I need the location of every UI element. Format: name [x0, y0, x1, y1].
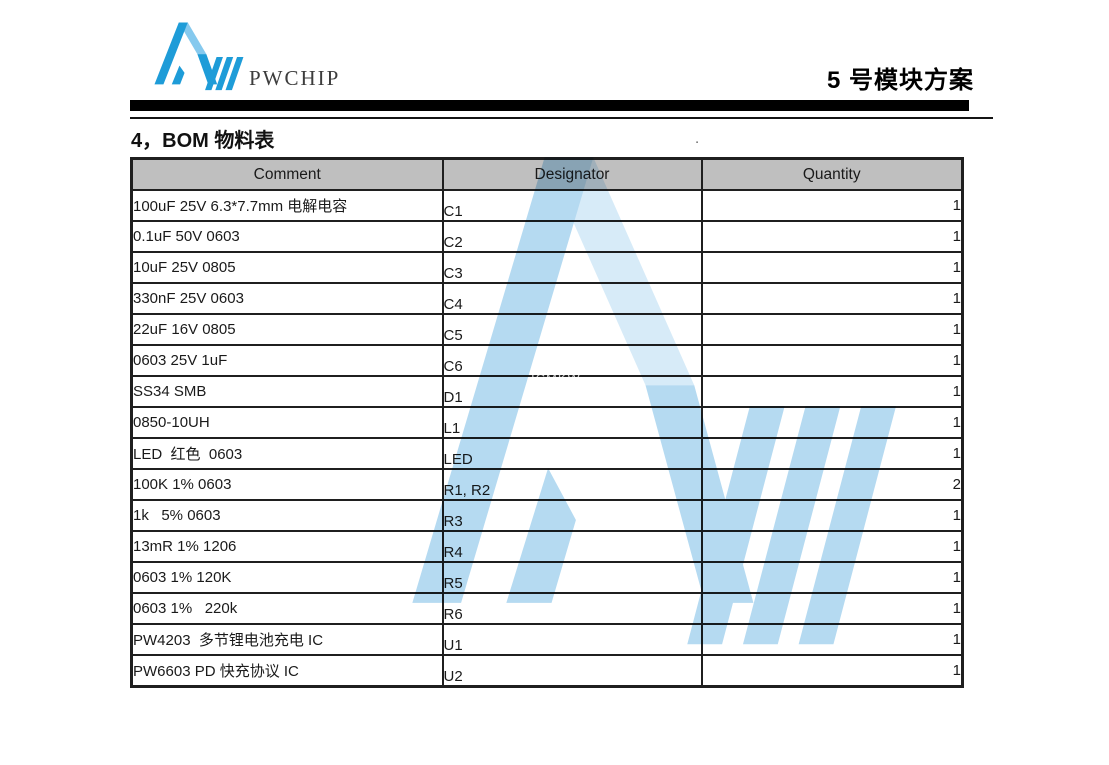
designator-cell: LED [441, 437, 703, 470]
designator-cell: R1, R2 [441, 468, 703, 501]
comment-cell: 0603 1% 220k [130, 592, 444, 625]
table-row: 100K 1% 0603 R1, R2 2 [130, 468, 964, 501]
pwchip-logo-icon [150, 21, 246, 93]
designator-cell: L1 [441, 406, 703, 439]
designator-cell: R5 [441, 561, 703, 594]
section-title: 4，BOM 物料表 [131, 130, 275, 152]
comment-cell: 100uF 25V 6.3*7.7mm 电解电容 [130, 189, 444, 222]
designator-cell: U1 [441, 623, 703, 656]
quantity-cell: 1 [700, 220, 964, 253]
designator-cell: R6 [441, 592, 703, 625]
logo-text: PWCHIP [249, 66, 341, 90]
comment-cell: 0.1uF 50V 0603 [130, 220, 444, 253]
quantity-cell: 1 [700, 251, 964, 284]
comment-cell: 22uF 16V 0805 [130, 313, 444, 346]
designator-cell: C1 [441, 189, 703, 222]
comment-cell: LED 红色 0603 [130, 437, 444, 470]
quantity-cell: 1 [700, 189, 964, 222]
quantity-cell: 1 [700, 561, 964, 594]
quantity-cell: 1 [700, 375, 964, 408]
table-row: PW4203 多节锂电池充电 IC U1 1 [130, 623, 964, 656]
table-row: 1k 5% 0603 R3 1 [130, 499, 964, 532]
comment-cell: 0603 1% 120K [130, 561, 444, 594]
designator-cell: U2 [441, 654, 703, 688]
quantity-cell: 1 [700, 344, 964, 377]
comment-cell: 10uF 25V 0805 [130, 251, 444, 284]
column-header-quantity: Quantity [700, 157, 964, 191]
quantity-cell: 1 [700, 406, 964, 439]
comment-cell: 13mR 1% 1206 [130, 530, 444, 563]
table-row: 0603 1% 220k R6 1 [130, 592, 964, 625]
designator-cell: C3 [441, 251, 703, 284]
comment-cell: 100K 1% 0603 [130, 468, 444, 501]
table-row: 10uF 25V 0805 C3 1 [130, 251, 964, 284]
comment-cell: SS34 SMB [130, 375, 444, 408]
table-row: 13mR 1% 1206 R4 1 [130, 530, 964, 563]
designator-cell: C4 [441, 282, 703, 315]
table-row: 330nF 25V 0603 C4 1 [130, 282, 964, 315]
designator-cell: R3 [441, 499, 703, 532]
quantity-cell: 1 [700, 654, 964, 688]
header-rule-thick [130, 100, 969, 111]
table-header-row: Comment Designator Quantity [130, 157, 964, 191]
comment-cell: 330nF 25V 0603 [130, 282, 444, 315]
designator-cell: C6 [441, 344, 703, 377]
quantity-cell: 1 [700, 530, 964, 563]
designator-cell: C5 [441, 313, 703, 346]
quantity-cell: 1 [700, 499, 964, 532]
table-row: 0850-10UH L1 1 [130, 406, 964, 439]
quantity-cell: 1 [700, 282, 964, 315]
quantity-cell: 1 [700, 437, 964, 470]
table-row: 0603 25V 1uF C6 1 [130, 344, 964, 377]
comment-cell: PW4203 多节锂电池充电 IC [130, 623, 444, 656]
doc-title: 5 号模块方案 [827, 67, 975, 94]
header-logo: PWCHIP [150, 21, 340, 93]
designator-cell: C2 [441, 220, 703, 253]
comment-cell: 0850-10UH [130, 406, 444, 439]
table-row: 100uF 25V 6.3*7.7mm 电解电容 C1 1 [130, 189, 964, 222]
quantity-cell: 1 [700, 623, 964, 656]
bom-table: Comment Designator Quantity 100uF 25V 6.3*… [130, 157, 964, 688]
table-row: SS34 SMB D1 1 [130, 375, 964, 408]
table-row: LED 红色 0603 LED 1 [130, 437, 964, 470]
table-row: 0603 1% 120K R5 1 [130, 561, 964, 594]
table-row: 22uF 16V 0805 C5 1 [130, 313, 964, 346]
column-header-designator: Designator [441, 157, 703, 191]
column-header-comment: Comment [130, 157, 444, 191]
quantity-cell: 2 [700, 468, 964, 501]
designator-cell: R4 [441, 530, 703, 563]
bom-table-container: Comment Designator Quantity 100uF 25V 6.3*… [130, 157, 964, 688]
table-row: PW6603 PD 快充协议 IC U2 1 [130, 654, 964, 688]
stray-dot: . [695, 130, 700, 147]
comment-cell: 1k 5% 0603 [130, 499, 444, 532]
quantity-cell: 1 [700, 313, 964, 346]
table-row: 0.1uF 50V 0603 C2 1 [130, 220, 964, 253]
designator-cell: D1 [441, 375, 703, 408]
quantity-cell: 1 [700, 592, 964, 625]
comment-cell: PW6603 PD 快充协议 IC [130, 654, 444, 688]
header-rule-thin [130, 117, 993, 119]
comment-cell: 0603 25V 1uF [130, 344, 444, 377]
